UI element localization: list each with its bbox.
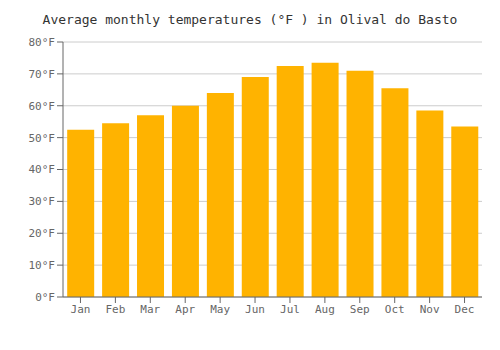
svg-text:20°F: 20°F (29, 227, 56, 240)
svg-text:80°F: 80°F (29, 36, 56, 49)
svg-text:Jun: Jun (245, 303, 265, 316)
svg-text:May: May (210, 303, 230, 316)
svg-text:Aug: Aug (315, 303, 335, 316)
svg-text:Apr: Apr (175, 303, 195, 316)
svg-text:Mar: Mar (140, 303, 160, 316)
svg-text:60°F: 60°F (29, 100, 56, 113)
html-text:Average monthly temperatures (: Average monthly temperatures (°F ) in Ol… (42, 12, 458, 27)
svg-text:Sep: Sep (350, 303, 370, 316)
svg-text:30°F: 30°F (29, 195, 56, 208)
svg-text:Jan: Jan (71, 303, 91, 316)
svg-text:0°F: 0°F (35, 291, 55, 304)
svg-text:Feb: Feb (105, 303, 125, 316)
svg-text:Dec: Dec (455, 303, 475, 316)
svg-text:40°F: 40°F (29, 163, 56, 176)
svg-text:10°F: 10°F (29, 259, 56, 272)
svg-text:70°F: 70°F (29, 68, 56, 81)
svg-text:Nov: Nov (420, 303, 440, 316)
svg-text:50°F: 50°F (29, 132, 56, 145)
svg-text:Oct: Oct (385, 303, 405, 316)
svg-text:Jul: Jul (280, 303, 300, 316)
